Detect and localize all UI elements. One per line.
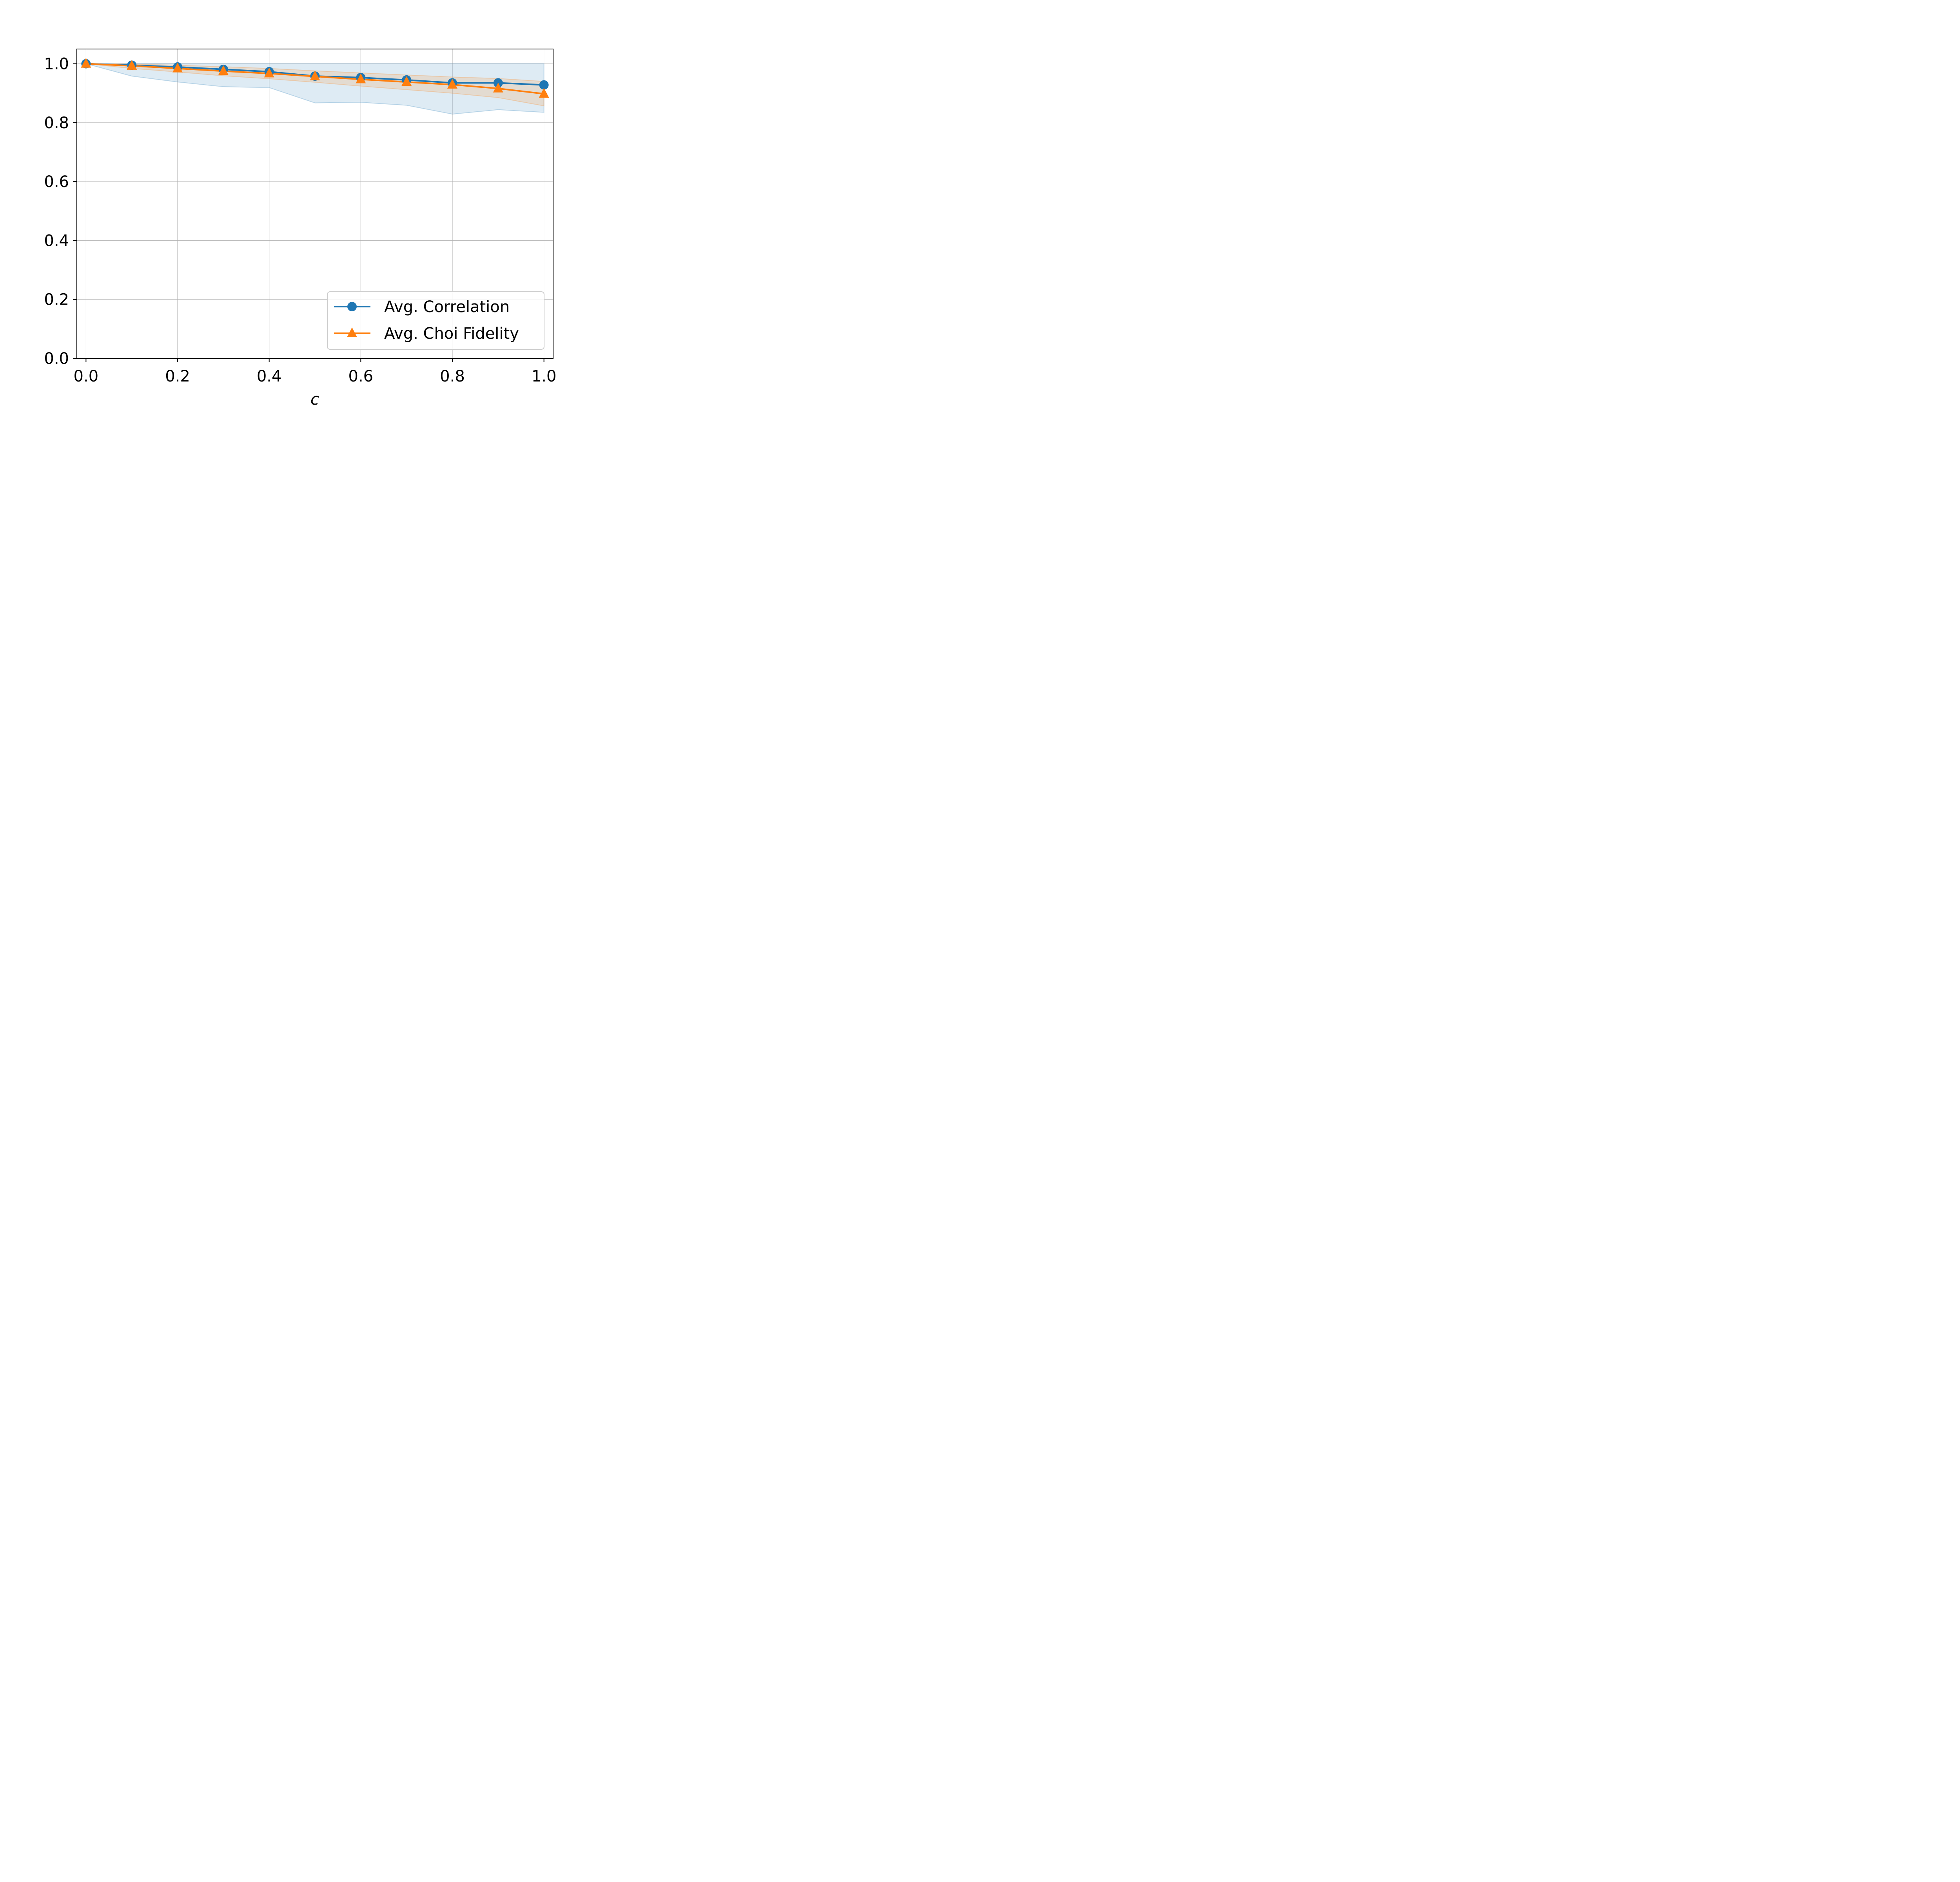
legend-label-choi-fidelity: Avg. Choi Fidelity	[384, 325, 519, 343]
point-1-8	[447, 78, 457, 89]
point-1-10	[539, 88, 549, 98]
point-1-5	[310, 70, 320, 80]
point-1-1	[127, 60, 137, 70]
chart: 0.0 0.2 0.4 0.6 0.8 1.0 0.0 0.2 0.4 0.6 0.8 1.0 c A…	[44, 49, 556, 409]
point-1-7	[401, 76, 412, 86]
x-tick-label-4: 0.8	[440, 367, 465, 385]
point-1-4	[264, 67, 274, 78]
y-tick-label-0: 0.0	[44, 350, 69, 368]
legend-label-correlation: Avg. Correlation	[384, 298, 510, 316]
x-tick-label-0: 0.0	[74, 367, 99, 385]
point-1-2	[172, 62, 183, 73]
grid	[77, 49, 553, 359]
point-1-9	[493, 82, 503, 93]
legend-marker-correlation	[347, 302, 357, 311]
plot-frame	[76, 49, 554, 359]
point-1-3	[218, 65, 229, 75]
y-tick-label-5: 1.0	[44, 55, 69, 73]
legend-box	[327, 291, 544, 350]
series-markers	[81, 58, 549, 98]
point-0-10	[539, 80, 549, 90]
x-tick-label-1: 0.2	[165, 367, 190, 385]
point-1-6	[356, 73, 366, 84]
x-axis-label: c	[310, 391, 319, 409]
y-tick-label-3: 0.6	[44, 173, 69, 191]
point-1-0	[81, 58, 91, 68]
x-tick-label-2: 0.4	[257, 367, 282, 385]
x-tick-label-3: 0.6	[348, 367, 374, 385]
legend: Avg. Correlation Avg. Choi Fidelity	[327, 291, 544, 350]
y-tick-label-1: 0.2	[44, 291, 69, 309]
y-tick-label-4: 0.8	[44, 114, 69, 132]
x-tick-label-5: 1.0	[532, 367, 557, 385]
legend-marker-choi-fidelity	[347, 327, 357, 337]
axis-ticks: 0.0 0.2 0.4 0.6 0.8 1.0 0.0 0.2 0.4 0.6 0.8 1.0	[44, 55, 556, 385]
y-tick-label-2: 0.4	[44, 232, 69, 250]
